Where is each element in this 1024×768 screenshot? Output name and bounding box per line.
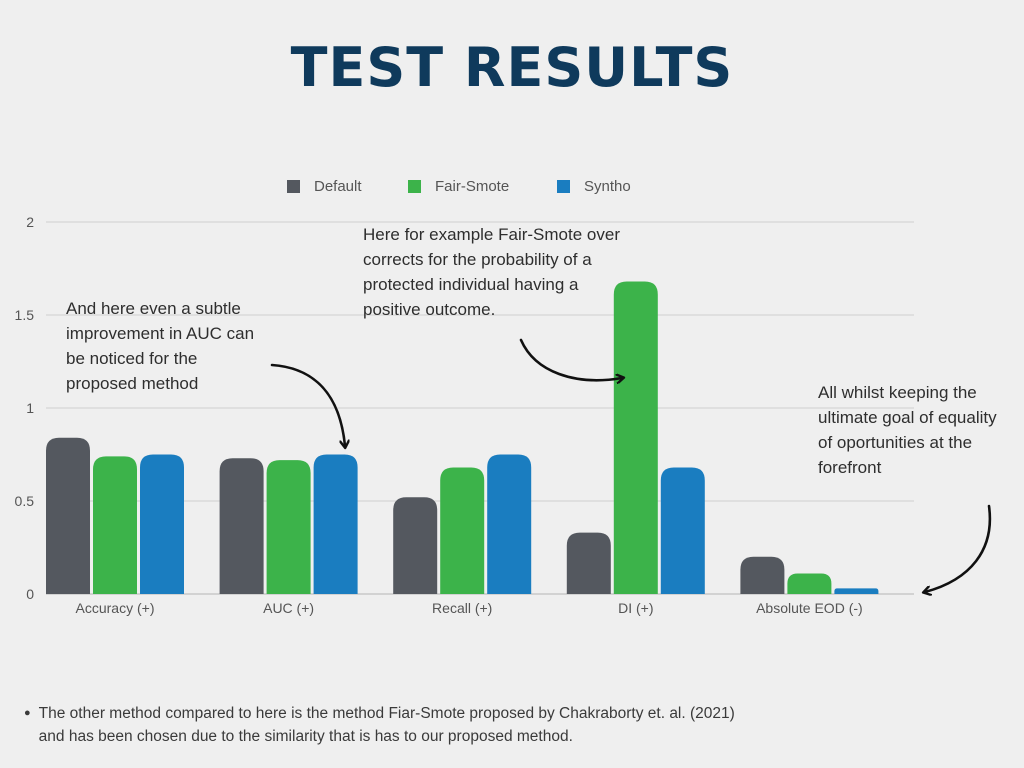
annotation-arrows — [270, 338, 992, 592]
bar-fair-smote — [787, 573, 832, 594]
legend-swatch — [287, 180, 300, 193]
x-tick-label: Recall (+) — [432, 600, 492, 616]
bar-fair-smote — [613, 281, 658, 594]
y-tick-label: 2 — [26, 214, 34, 230]
x-tick-label: Absolute EOD (-) — [756, 600, 863, 616]
arrow-di — [519, 338, 622, 380]
x-tick-label: AUC (+) — [263, 600, 314, 616]
bar-syntho — [660, 467, 705, 594]
x-axis: Accuracy (+) AUC (+) Recall (+) DI (+) Absol… — [76, 600, 863, 616]
legend-label: Fair-Smote — [435, 178, 509, 195]
annotation-eod: All whilst keeping the ultimate goal of … — [818, 383, 997, 477]
bar-default — [566, 532, 611, 594]
bar-syntho — [313, 454, 358, 594]
x-tick-label: DI (+) — [618, 600, 653, 616]
y-axis: 0 0.5 1 1.5 2 — [15, 214, 35, 602]
y-tick-label: 0 — [26, 586, 34, 602]
bar-fair-smote — [266, 460, 311, 594]
annotation-di: Here for example Fair-Smote over correct… — [363, 225, 620, 319]
arrow-auc — [270, 363, 345, 446]
footnote-text: The other method compared to here is the… — [38, 705, 735, 745]
bar-fair-smote — [93, 456, 137, 594]
annotation-auc: And here even a subtle improvement in AU… — [66, 299, 255, 393]
bar-fair-smote — [440, 467, 485, 594]
y-tick-label: 1.5 — [15, 307, 35, 323]
bullet-icon: ● — [24, 707, 31, 719]
bar-default — [219, 458, 264, 594]
bar-default — [393, 497, 438, 594]
bar-default — [740, 556, 785, 594]
y-tick-label: 0.5 — [15, 493, 35, 509]
y-tick-label: 1 — [26, 400, 34, 416]
bars — [46, 281, 879, 594]
bar-syntho — [140, 454, 184, 594]
legend-swatch — [557, 180, 570, 193]
page-title: TEST RESULTS — [290, 36, 734, 99]
legend-label: Default — [314, 178, 362, 195]
arrow-eod — [925, 504, 992, 592]
legend-label: Syntho — [584, 178, 631, 195]
bar-syntho — [487, 454, 532, 594]
bar-default — [46, 437, 90, 594]
x-tick-label: Accuracy (+) — [76, 600, 155, 616]
legend-swatch — [408, 180, 421, 193]
legend: Default Fair-Smote Syntho — [287, 178, 631, 195]
bar-syntho — [834, 588, 879, 594]
footnote: ● The other method compared to here is t… — [24, 702, 924, 748]
